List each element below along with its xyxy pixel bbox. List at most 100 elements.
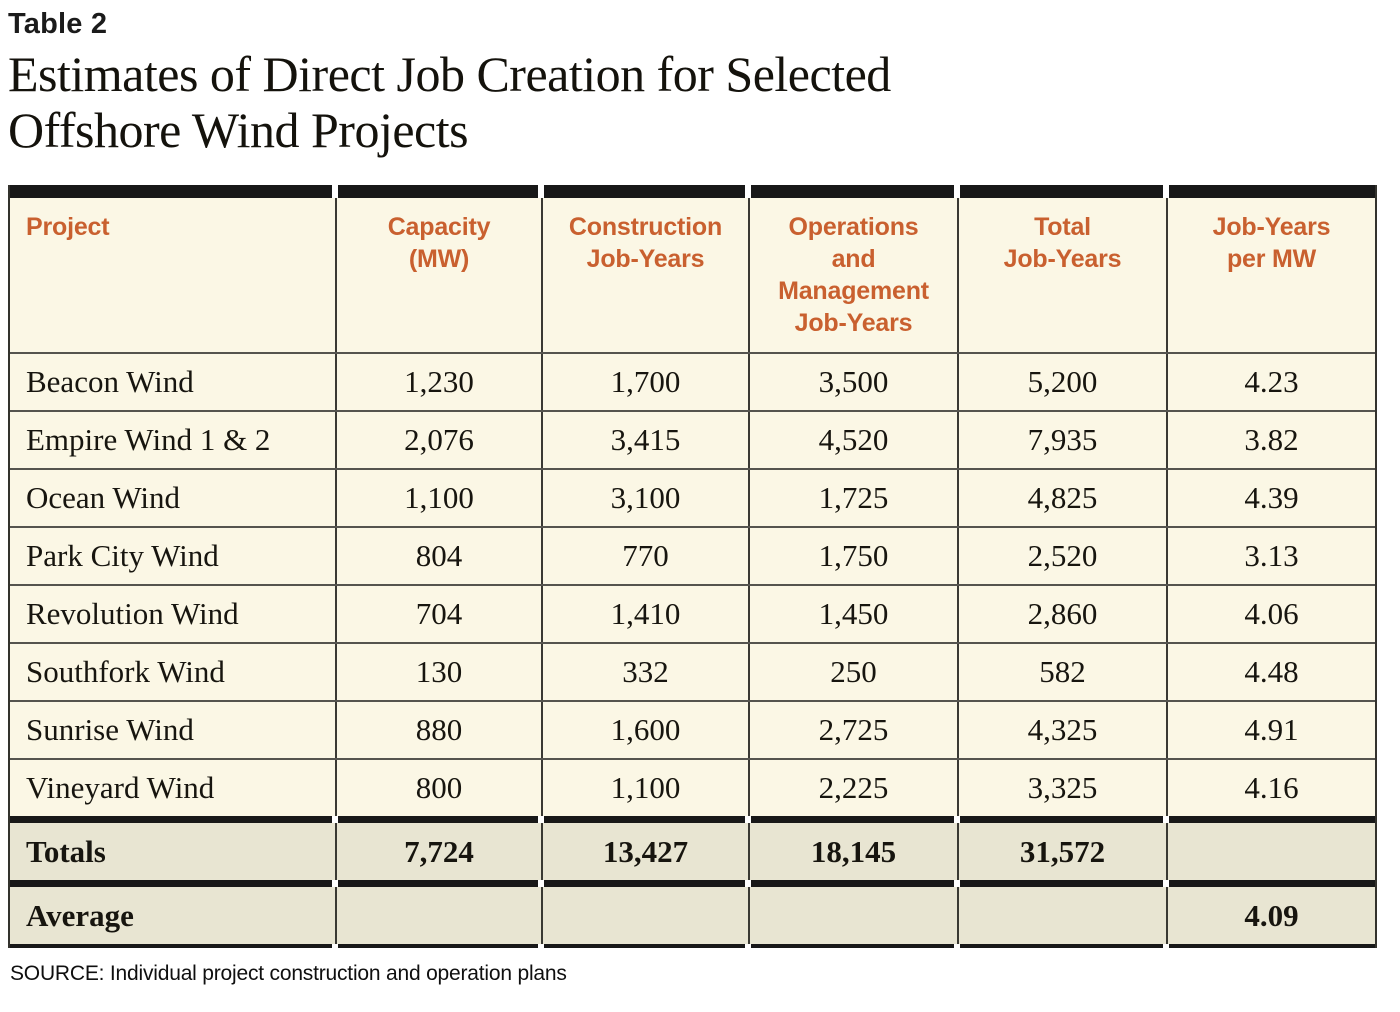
jobs-table: Project Capacity (MW) Construction Job-Y… xyxy=(8,185,1377,948)
border-segment xyxy=(1169,880,1375,887)
average-row: Average 4.09 xyxy=(10,887,1375,944)
construction-cell: 1,700 xyxy=(541,354,748,410)
table-label: Table 2 xyxy=(8,8,108,40)
capacity-cell: 1,100 xyxy=(335,470,541,526)
border-segment xyxy=(960,880,1163,887)
table-row: Vineyard Wind 800 1,100 2,225 3,325 4.16 xyxy=(10,758,1375,816)
table-row: Park City Wind 804 770 1,750 2,520 3.13 xyxy=(10,526,1375,584)
totals-top-border xyxy=(10,816,1375,823)
project-cell: Sunrise Wind xyxy=(26,712,194,747)
total-cell: 7,935 xyxy=(957,412,1166,468)
per-mw-cell: 3.13 xyxy=(1166,528,1375,584)
table-row: Southfork Wind 130 332 250 582 4.48 xyxy=(10,642,1375,700)
operations-cell: 250 xyxy=(748,644,957,700)
border-segment xyxy=(960,816,1163,823)
border-segment xyxy=(544,944,745,948)
border-segment xyxy=(10,880,332,887)
per-mw-cell: 4.39 xyxy=(1166,470,1375,526)
border-segment xyxy=(1169,816,1375,823)
table-bottom-border xyxy=(10,944,1375,948)
totals-capacity: 7,724 xyxy=(335,823,541,880)
project-cell: Beacon Wind xyxy=(26,364,194,399)
total-cell: 582 xyxy=(957,644,1166,700)
total-cell: 2,520 xyxy=(957,528,1166,584)
project-cell: Ocean Wind xyxy=(26,480,180,515)
capacity-cell: 130 xyxy=(335,644,541,700)
table-row: Sunrise Wind 880 1,600 2,725 4,325 4.91 xyxy=(10,700,1375,758)
average-capacity xyxy=(335,887,541,944)
column-header-project: Project xyxy=(26,213,110,241)
operations-cell: 1,725 xyxy=(748,470,957,526)
capacity-cell: 804 xyxy=(335,528,541,584)
table-row: Ocean Wind 1,100 3,100 1,725 4,825 4.39 xyxy=(10,468,1375,526)
source-note: SOURCE: Individual project construction … xyxy=(10,962,567,985)
border-segment xyxy=(1169,185,1375,198)
table-row: Beacon Wind 1,230 1,700 3,500 5,200 4.23 xyxy=(10,352,1375,410)
average-top-border xyxy=(10,880,1375,887)
total-cell: 2,860 xyxy=(957,586,1166,642)
average-total xyxy=(957,887,1166,944)
construction-cell: 3,100 xyxy=(541,470,748,526)
column-header-total: Total Job-Years xyxy=(957,198,1166,352)
totals-construction: 13,427 xyxy=(541,823,748,880)
column-header-operations: Operations and Management Job-Years xyxy=(748,198,957,352)
totals-label: Totals xyxy=(26,833,106,869)
border-segment xyxy=(751,185,954,198)
per-mw-cell: 4.48 xyxy=(1166,644,1375,700)
column-header-capacity: Capacity (MW) xyxy=(335,198,541,352)
border-segment xyxy=(338,185,538,198)
per-mw-cell: 4.23 xyxy=(1166,354,1375,410)
total-cell: 3,325 xyxy=(957,760,1166,816)
construction-cell: 1,600 xyxy=(541,702,748,758)
operations-cell: 2,225 xyxy=(748,760,957,816)
table-row: Revolution Wind 704 1,410 1,450 2,860 4.… xyxy=(10,584,1375,642)
border-segment xyxy=(544,185,745,198)
operations-cell: 3,500 xyxy=(748,354,957,410)
border-segment xyxy=(960,944,1163,948)
totals-per-mw xyxy=(1166,823,1375,880)
border-segment xyxy=(338,880,538,887)
construction-cell: 3,415 xyxy=(541,412,748,468)
border-segment xyxy=(338,944,538,948)
border-segment xyxy=(338,816,538,823)
table-top-border xyxy=(10,185,1375,198)
per-mw-cell: 4.06 xyxy=(1166,586,1375,642)
border-segment xyxy=(1169,944,1375,948)
total-cell: 4,325 xyxy=(957,702,1166,758)
per-mw-cell: 4.16 xyxy=(1166,760,1375,816)
border-segment xyxy=(10,944,332,948)
totals-operations: 18,145 xyxy=(748,823,957,880)
construction-cell: 770 xyxy=(541,528,748,584)
average-per-mw: 4.09 xyxy=(1166,887,1375,944)
border-segment xyxy=(751,880,954,887)
border-segment xyxy=(960,185,1163,198)
project-cell: Southfork Wind xyxy=(26,654,225,689)
per-mw-cell: 4.91 xyxy=(1166,702,1375,758)
page-title: Estimates of Direct Job Creation for Sel… xyxy=(8,46,891,158)
capacity-cell: 1,230 xyxy=(335,354,541,410)
construction-cell: 1,100 xyxy=(541,760,748,816)
construction-cell: 1,410 xyxy=(541,586,748,642)
totals-total: 31,572 xyxy=(957,823,1166,880)
column-header-per-mw: Job-Years per MW xyxy=(1166,198,1375,352)
per-mw-cell: 3.82 xyxy=(1166,412,1375,468)
project-cell: Park City Wind xyxy=(26,538,219,573)
operations-cell: 1,450 xyxy=(748,586,957,642)
capacity-cell: 704 xyxy=(335,586,541,642)
totals-row: Totals 7,724 13,427 18,145 31,572 xyxy=(10,823,1375,880)
capacity-cell: 880 xyxy=(335,702,541,758)
border-segment xyxy=(751,816,954,823)
project-cell: Vineyard Wind xyxy=(26,770,215,805)
operations-cell: 2,725 xyxy=(748,702,957,758)
operations-cell: 1,750 xyxy=(748,528,957,584)
total-cell: 5,200 xyxy=(957,354,1166,410)
border-segment xyxy=(751,944,954,948)
border-segment xyxy=(544,880,745,887)
column-header-construction: Construction Job-Years xyxy=(541,198,748,352)
table-row: Empire Wind 1 & 2 2,076 3,415 4,520 7,93… xyxy=(10,410,1375,468)
average-operations xyxy=(748,887,957,944)
average-construction xyxy=(541,887,748,944)
capacity-cell: 800 xyxy=(335,760,541,816)
border-segment xyxy=(10,816,332,823)
